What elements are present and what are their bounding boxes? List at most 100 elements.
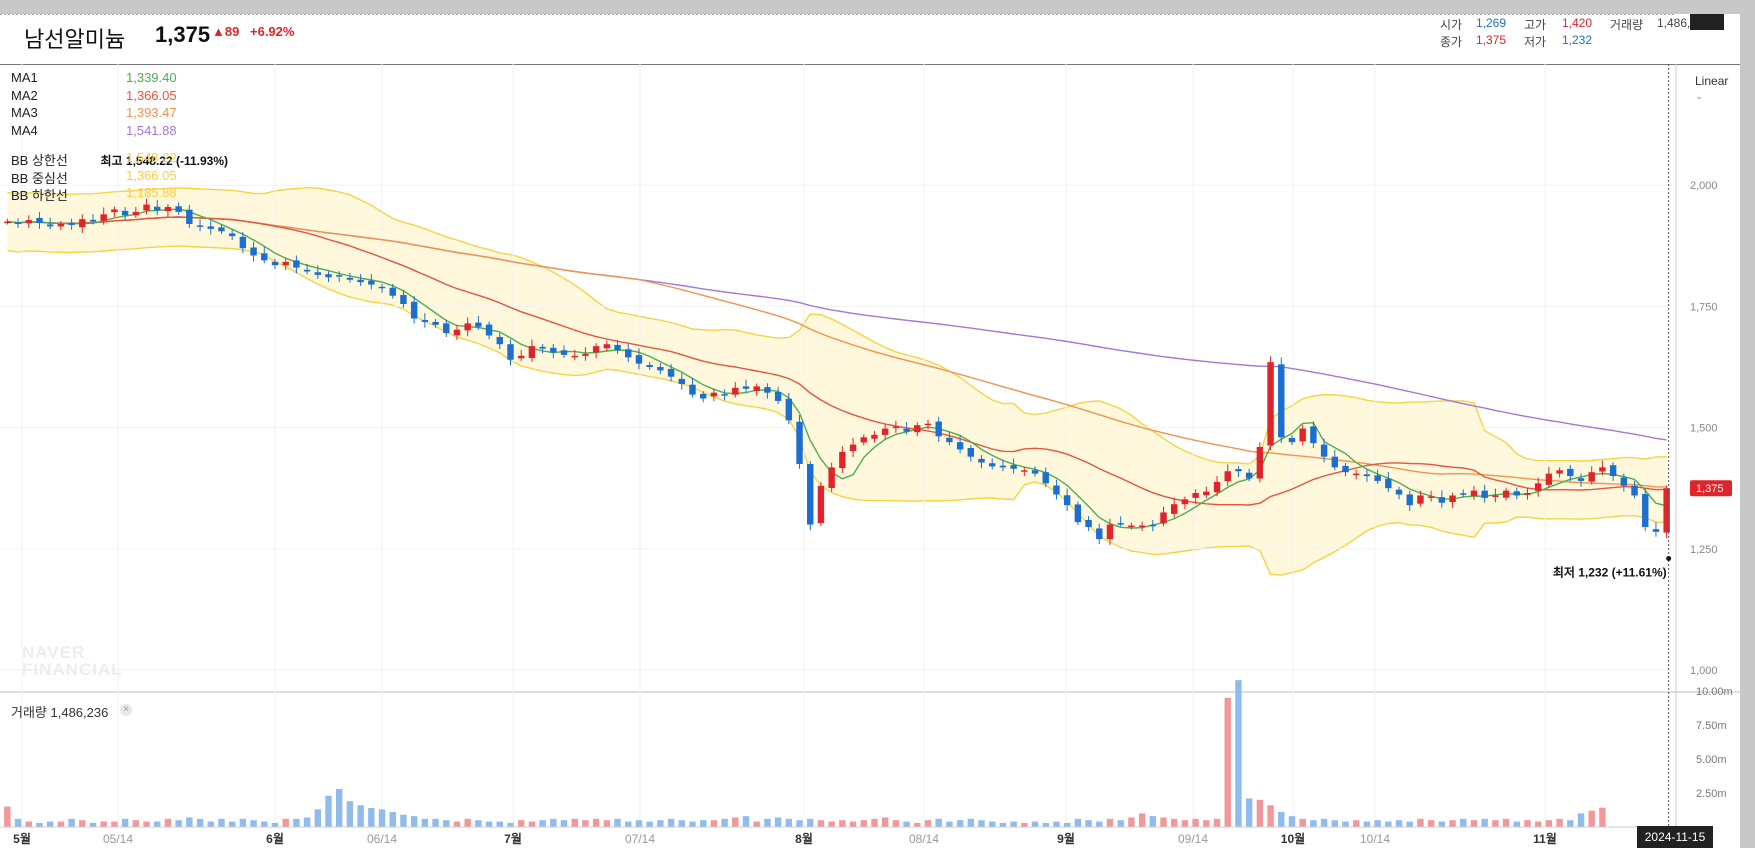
volume-bar — [528, 821, 536, 827]
candle-body — [732, 387, 739, 395]
volume-bar — [1352, 820, 1360, 827]
volume-bar — [271, 822, 279, 827]
volume-bar — [1331, 820, 1338, 827]
volume-bar — [207, 821, 214, 827]
volume-bar — [849, 821, 857, 827]
volume-bar — [1492, 820, 1499, 827]
volume-bar — [228, 821, 236, 827]
volume-bar — [261, 821, 268, 827]
candle-body — [592, 346, 600, 353]
candle-body — [261, 253, 268, 261]
stock-header: 남선알미늄 1,375 ▲89 +6.92% 시가 1,269 고가 1,420… — [0, 14, 1740, 65]
volume-bar — [1513, 821, 1520, 827]
candle-body — [496, 336, 503, 345]
candle-body — [946, 437, 953, 443]
candle-body — [164, 207, 172, 212]
x-tick-label: 05/14 — [103, 832, 133, 846]
candle-body — [25, 220, 32, 224]
candle-body — [389, 287, 396, 296]
candle-body — [956, 442, 964, 450]
volume-bar — [742, 816, 750, 827]
volume-bar — [646, 821, 653, 827]
volume-tick-label: 2.50m — [1696, 788, 1727, 800]
volume-bar — [1278, 812, 1285, 827]
volume-bar — [1363, 821, 1371, 827]
volume-bar — [1213, 818, 1221, 827]
volume-bar — [507, 822, 514, 827]
volume-bar — [314, 809, 322, 827]
volume-bar — [1192, 818, 1199, 827]
volume-bar — [368, 807, 375, 827]
open-label: 시가 — [1440, 18, 1463, 32]
candle-body — [582, 353, 589, 356]
price-chart[interactable]: 1,000 1,250 1,500 1,750 2,000 5월 05/14 6월 06/14 7… — [0, 14, 1740, 848]
close-icon[interactable]: × — [120, 704, 132, 716]
candle-body — [1074, 504, 1082, 523]
candle-body — [839, 451, 846, 469]
candle-body — [239, 236, 247, 249]
volume-bar — [89, 822, 97, 827]
volume-bar — [218, 818, 225, 827]
volume-bar — [1171, 818, 1178, 827]
volume-bar — [443, 820, 450, 827]
volume-bar — [1053, 821, 1060, 827]
candle-body — [871, 434, 878, 439]
ma3-line — [7, 216, 1667, 488]
candle-body — [196, 225, 204, 227]
stock-name: 남선알미늄 — [24, 27, 126, 52]
candle-body — [186, 209, 193, 224]
x-tick-label: 08/14 — [909, 832, 939, 846]
candle-body — [228, 233, 236, 237]
volume-bar — [293, 818, 300, 827]
volume-bar — [1438, 821, 1446, 827]
volume-bar — [421, 818, 429, 827]
x-tick-label: 5월 — [13, 831, 31, 846]
candle-body — [485, 324, 493, 336]
chevron-down-icon: ⌄ — [1695, 91, 1704, 102]
candle-body — [978, 458, 985, 463]
candle-body — [1310, 426, 1317, 444]
candle-body — [1042, 472, 1049, 484]
candle-body — [271, 261, 279, 266]
volume-bar — [753, 821, 760, 827]
candle-body — [303, 269, 311, 272]
volume-bar — [389, 812, 396, 827]
y-tick-label: 1,500 — [1690, 423, 1718, 435]
volume-bar — [239, 818, 247, 827]
candle-body — [357, 279, 364, 283]
candle-body — [1149, 524, 1157, 527]
volume-bar — [1385, 821, 1392, 827]
x-tick-label: 7월 — [504, 831, 522, 846]
legend-value: 1,366.05 — [126, 167, 177, 183]
volume-bar — [36, 822, 43, 827]
volume-bar — [903, 821, 910, 827]
volume-bar — [1235, 680, 1242, 827]
candle-body — [625, 349, 632, 358]
volume-bar — [881, 817, 889, 827]
volume-bar — [453, 821, 461, 827]
volume-bar — [1010, 821, 1017, 827]
candle-body — [1256, 446, 1264, 479]
volume-bar — [68, 818, 75, 827]
high-label: 고가 — [1524, 18, 1547, 32]
volume-bar — [539, 820, 546, 827]
candle-body — [57, 223, 65, 227]
candle-body — [935, 421, 942, 437]
volume-bar — [860, 820, 867, 827]
volume-bar — [550, 818, 557, 827]
candle-body — [689, 384, 696, 395]
candle-body — [646, 365, 653, 367]
watermark-logo: NAVER FINANCIAL — [22, 644, 123, 678]
candle-body — [1171, 504, 1178, 514]
scale-mode-dropdown[interactable]: Linear ⌄ — [1695, 74, 1740, 102]
y-tick-label: 1,750 — [1690, 301, 1718, 313]
volume-bar — [325, 795, 332, 827]
volume-bar — [25, 821, 32, 827]
volume-bar — [175, 820, 182, 827]
bollinger-band-area — [7, 187, 1667, 575]
candle-body — [1342, 465, 1349, 473]
candle-body — [250, 247, 257, 256]
candle-body — [1117, 523, 1124, 525]
volume-bar — [796, 820, 803, 827]
candle-body — [860, 437, 867, 443]
